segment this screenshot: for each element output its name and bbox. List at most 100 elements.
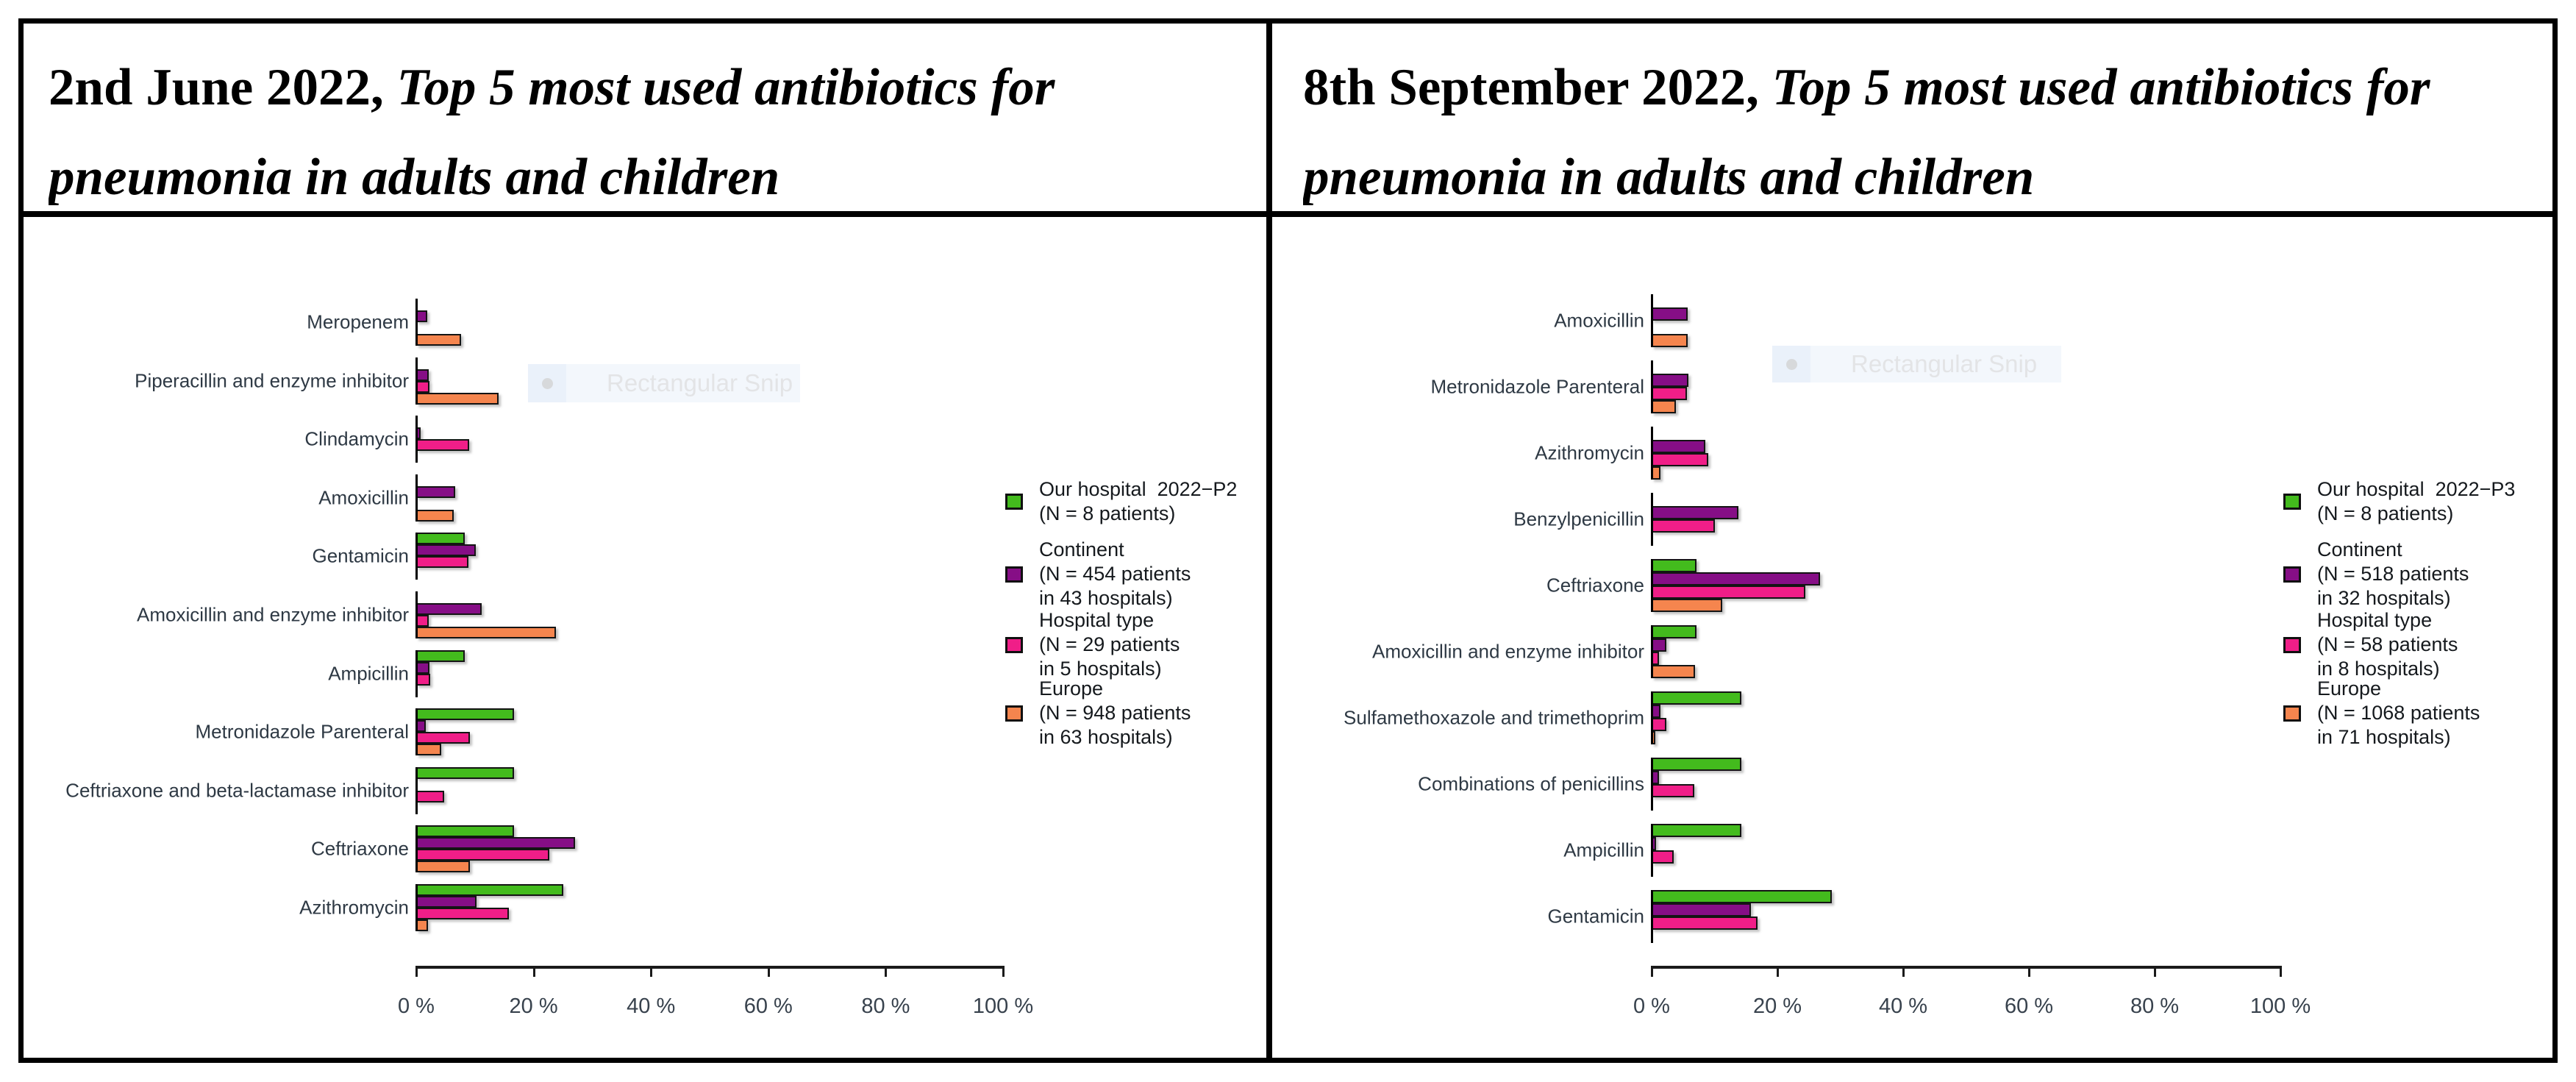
bar-continent: [416, 369, 429, 381]
legend-entry: Europe (N = 948 patients in 63 hospitals): [1005, 677, 1191, 750]
x-axis-tick: [1002, 966, 1005, 977]
bar-europe: [1652, 599, 1722, 612]
category-label: Ampicillin: [1563, 839, 1644, 861]
x-axis-tick: [1777, 966, 1779, 977]
x-axis-tick: [1902, 966, 1905, 977]
bar-our_hospital: [1652, 824, 1742, 837]
legend-line: in 32 hospitals): [2317, 587, 2451, 609]
legend-swatch-europe: [2283, 705, 2301, 722]
legend-entry: Europe (N = 1068 patients in 71 hospitals): [2283, 677, 2480, 750]
snip-toolbar-item[interactable]: Rectangular Snip: [528, 364, 800, 402]
title-date-left: 2nd June 2022,: [49, 59, 384, 116]
legend-line: (N = 518 patients: [2317, 563, 2469, 585]
category-label: Gentamicin: [1547, 905, 1645, 928]
legend-line: (N = 1068 patients: [2317, 702, 2480, 724]
bar-hospital_type: [416, 439, 469, 452]
bar-continent: [416, 661, 429, 674]
category-axis-spine: [415, 591, 418, 638]
legend-line: Continent: [2317, 538, 2402, 560]
snip-icon-box: [1772, 346, 1810, 382]
category-label: Sulfamethoxazole and trimethoprim: [1344, 706, 1644, 729]
legend-entry: Hospital type (N = 29 patients in 5 hospit…: [1005, 608, 1180, 681]
legend-line: Our hospital 2022−P2: [1039, 478, 1238, 500]
legend-label: Hospital type (N = 58 patients in 8 hospit…: [2317, 608, 2458, 681]
bar-hospital_type: [416, 908, 510, 919]
snip-label: Rectangular Snip: [1851, 350, 2038, 377]
snip-icon-box: [528, 364, 566, 402]
category-axis-spine: [1651, 824, 1653, 877]
category-label: Clindamycin: [304, 427, 409, 450]
category-axis-spine: [415, 299, 418, 346]
legend-line: Our hospital 2022−P3: [2317, 478, 2516, 500]
x-axis-tick-label: 60 %: [743, 994, 793, 1018]
category-label: Ampicillin: [328, 662, 409, 685]
legend-label: Hospital type (N = 29 patients in 5 hospit…: [1039, 608, 1180, 681]
legend-line: in 63 hospitals): [1039, 726, 1173, 748]
legend-entry: Our hospital 2022−P3 (N = 8 patients): [2283, 477, 2515, 526]
bar-our_hospital: [416, 884, 563, 896]
category-label: Amoxicillin and enzyme inhibitor: [137, 603, 409, 626]
category-axis-spine: [415, 825, 418, 873]
category-axis-spine: [1651, 890, 1653, 943]
title-date-right: 8th September 2022,: [1303, 59, 1759, 116]
category-axis-spine: [415, 884, 418, 931]
legend-entry: Continent (N = 454 patients in 43 hospital…: [1005, 538, 1191, 611]
legend-line: Continent: [1039, 538, 1124, 560]
bar-continent: [1652, 903, 1752, 917]
panel-divider: [1266, 18, 1272, 1063]
category-label: Metronidazole Parenteral: [195, 720, 410, 743]
bar-hospital_type: [416, 615, 429, 627]
bar-hospital_type: [1652, 850, 1674, 864]
x-axis-tick-label: 20 %: [509, 994, 558, 1018]
bar-europe: [416, 919, 428, 931]
category-axis-spine: [415, 533, 418, 580]
panel-title-right: 8th September 2022, Top 5 most used anti…: [1303, 24, 2524, 230]
x-axis-tick: [532, 966, 535, 977]
legend-line: (N = 454 patients: [1039, 563, 1191, 585]
bar-hospital_type: [416, 790, 444, 802]
bar-our_hospital: [1652, 559, 1696, 572]
category-label: Gentamicin: [312, 544, 410, 567]
x-axis-tick-label: 80 %: [2130, 994, 2180, 1018]
category-axis-spine: [1651, 427, 1653, 480]
legend-label: Continent (N = 454 patients in 43 hospital…: [1039, 538, 1191, 611]
x-axis-tick-label: 0 %: [1633, 994, 1670, 1018]
legend-swatch-europe: [1005, 705, 1023, 722]
bar-europe: [1652, 334, 1688, 347]
category-axis-spine: [1651, 625, 1653, 678]
category-axis-spine: [1651, 360, 1653, 413]
bar-our_hospital: [1652, 691, 1742, 705]
category-axis-spine: [415, 357, 418, 405]
category-label: Meropenem: [307, 310, 409, 333]
bar-hospital_type: [416, 849, 550, 861]
category-axis-spine: [415, 708, 418, 756]
legend-swatch-our_hospital: [2283, 494, 2301, 510]
bar-continent: [1652, 638, 1666, 652]
legend-line: in 8 hospitals): [2317, 658, 2440, 680]
category-label: Azithromycin: [1535, 441, 1644, 464]
bar-our_hospital: [416, 766, 515, 779]
category-axis-spine: [1651, 493, 1653, 546]
title-divider-rule: [18, 211, 2558, 217]
legend-swatch-hospital_type: [1005, 636, 1023, 653]
bar-europe: [416, 861, 470, 873]
legend-swatch-continent: [1005, 566, 1023, 583]
category-label: Piperacillin and enzyme inhibitor: [135, 369, 409, 392]
legend-swatch-continent: [2283, 566, 2301, 583]
bar-hospital_type: [1652, 387, 1687, 400]
legend-entry: Continent (N = 518 patients in 32 hospital…: [2283, 538, 2469, 611]
category-axis-spine: [415, 766, 418, 814]
bar-our_hospital: [416, 533, 465, 545]
snip-toolbar-item[interactable]: Rectangular Snip: [1772, 346, 2061, 382]
x-axis-tick-label: 40 %: [1878, 994, 1928, 1018]
title-subject-left: Top 5 most used antibiotics for pneumoni…: [49, 59, 1055, 206]
bar-europe: [416, 509, 454, 522]
legend-line: (N = 29 patients: [1039, 633, 1180, 655]
bar-hospital_type: [1652, 718, 1666, 731]
snip-label: Rectangular Snip: [607, 369, 793, 396]
bar-continent: [416, 837, 576, 850]
x-axis-tick: [2154, 966, 2156, 977]
legend-entry: Our hospital 2022−P2 (N = 8 patients): [1005, 477, 1237, 526]
bar-continent: [1652, 307, 1688, 321]
